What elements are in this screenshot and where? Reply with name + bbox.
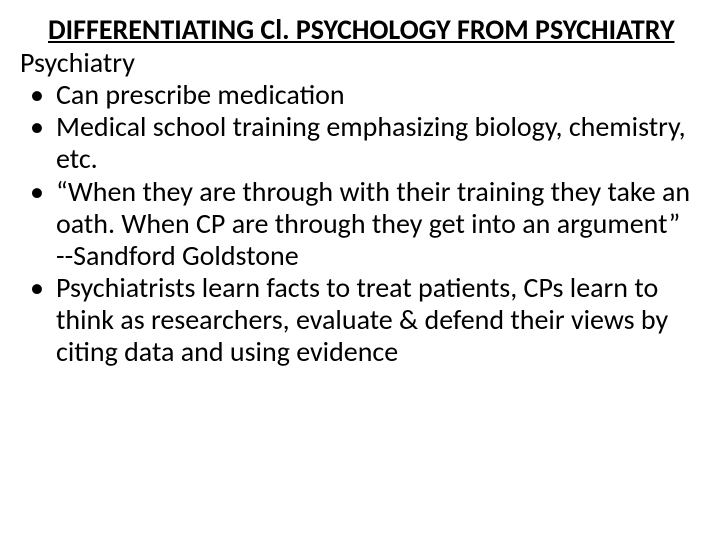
- slide: DIFFERENTIATING Cl. PSYCHOLOGY FROM PSYC…: [0, 0, 720, 540]
- list-item: Can prescribe medication: [20, 79, 692, 111]
- section-subhead: Psychiatry: [20, 48, 692, 79]
- bullet-list: Can prescribe medication Medical school …: [20, 79, 692, 369]
- list-item: Medical school training emphasizing biol…: [20, 111, 692, 175]
- list-item: “When they are through with their traini…: [20, 176, 692, 273]
- slide-title: DIFFERENTIATING Cl. PSYCHOLOGY FROM PSYC…: [48, 14, 692, 46]
- list-item: Psychiatrists learn facts to treat patie…: [20, 272, 692, 369]
